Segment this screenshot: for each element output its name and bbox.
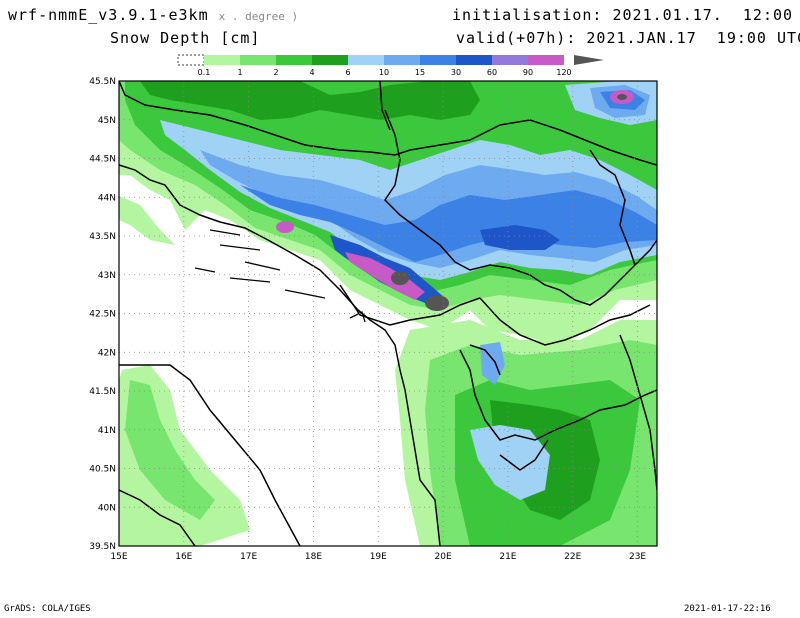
lat-label: 40.5N: [89, 465, 116, 475]
lon-label: 15E: [110, 552, 127, 562]
model-suffix: x . degree ): [218, 10, 299, 23]
legend-label: 6: [345, 68, 350, 77]
grads-credit: GrADS: COLA/IGES: [4, 604, 91, 614]
valid-line: valid(+07h): 2021.JAN.17 19:00 UTC: [456, 29, 800, 47]
init-value: 2021.01.17. 12:00 UTC: [612, 6, 794, 24]
lat-label: 42.5N: [89, 310, 116, 320]
latitude-labels: 45.5N 45N 44.5N 44N 43.5N 43N 42.5N 42N 41.5N 41N…: [89, 77, 116, 552]
lat-label: 44.5N: [89, 155, 116, 165]
lat-label: 42N: [98, 348, 116, 358]
legend-label: 4: [309, 68, 314, 77]
model-name: wrf-nmmE_v3.9.1-e3km: [8, 6, 209, 24]
legend-swatch-11: [574, 55, 604, 65]
lon-label: 19E: [370, 552, 387, 562]
longitude-labels: 15E 16E 17E 18E 19E 20E 21E 22E 23E: [110, 552, 646, 562]
lat-label: 43N: [98, 271, 116, 281]
legend-label: 90: [523, 68, 533, 77]
color-legend: 0.1 1 2 4 6 10 15 30 60 90 120: [177, 54, 604, 77]
legend-swatch-7: [420, 55, 456, 65]
map-frame: [118, 80, 658, 547]
lon-label: 23E: [629, 552, 646, 562]
legend-swatch-0: [177, 54, 205, 66]
legend-swatch-5: [348, 55, 384, 65]
legend-swatch-9: [492, 55, 528, 65]
legend-swatch-1: [204, 55, 240, 65]
legend-label: 1: [237, 68, 242, 77]
legend-label: 10: [379, 68, 389, 77]
model-title: wrf-nmmE_v3.9.1-e3km x . degree ): [8, 6, 298, 24]
islands: [194, 229, 366, 323]
lon-label: 18E: [305, 552, 322, 562]
legend-swatch-3: [276, 55, 312, 65]
timestamp: 2021-01-17-22:16: [684, 604, 771, 614]
lat-label: 44N: [98, 193, 116, 203]
init-line: initialisation: 2021.01.17. 12:00 UTC: [452, 6, 800, 24]
legend-swatch-6: [384, 55, 420, 65]
init-label: initialisation:: [452, 6, 603, 24]
variable-title: Snow Depth [cm]: [110, 29, 261, 47]
lon-label: 22E: [564, 552, 581, 562]
lat-label: 41N: [98, 426, 116, 436]
legend-swatch-4: [312, 55, 348, 65]
legend-label: 60: [487, 68, 497, 77]
legend-label: 2: [273, 68, 278, 77]
valid-value: 2021.JAN.17 19:00 UTC: [586, 29, 800, 47]
legend-label: 0.1: [198, 68, 211, 77]
lat-label: 41.5N: [89, 387, 116, 397]
lat-label: 45N: [98, 116, 116, 126]
legend-swatch-2: [240, 55, 276, 65]
coastlines-borders: [119, 81, 657, 546]
lat-label: 39.5N: [89, 542, 116, 552]
legend-label: 30: [451, 68, 461, 77]
lon-label: 17E: [240, 552, 257, 562]
legend-label: 15: [415, 68, 425, 77]
valid-label: valid(+07h):: [456, 29, 577, 47]
lon-label: 16E: [175, 552, 192, 562]
lon-label: 20E: [435, 552, 452, 562]
lon-label: 21E: [499, 552, 516, 562]
lat-label: 40N: [98, 503, 116, 513]
legend-swatch-10: [528, 55, 564, 65]
legend-label: 120: [556, 68, 571, 77]
lat-label: 43.5N: [89, 232, 116, 242]
lat-label: 45.5N: [89, 77, 116, 87]
legend-swatch-8: [456, 55, 492, 65]
